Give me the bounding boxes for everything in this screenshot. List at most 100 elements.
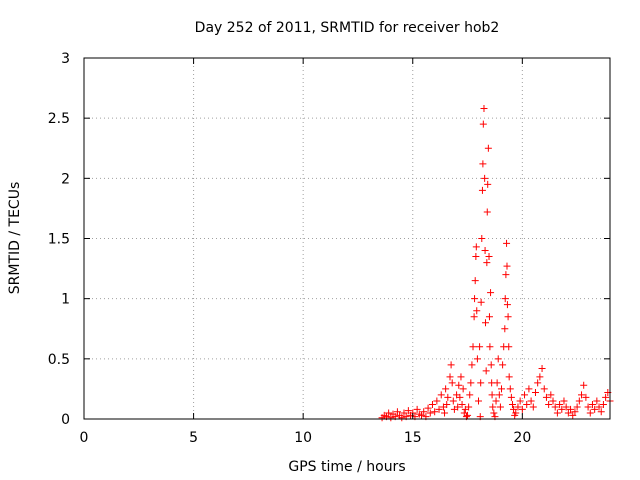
data-point: [478, 235, 486, 242]
data-point: [475, 397, 482, 405]
data-point: [477, 298, 485, 306]
data-point: [431, 408, 439, 416]
data-point: [490, 409, 498, 417]
data-point: [569, 411, 577, 419]
data-point: [469, 343, 477, 351]
data-point: [582, 393, 590, 401]
data-point: [428, 401, 436, 409]
x-tick-label: 10: [294, 430, 312, 446]
data-point: [516, 397, 524, 405]
data-points: [378, 105, 614, 422]
data-point: [473, 307, 481, 315]
data-point: [575, 397, 583, 405]
data-point: [505, 343, 513, 351]
data-point: [487, 289, 495, 297]
data-point: [584, 403, 592, 411]
data-point: [553, 409, 561, 417]
data-point: [571, 408, 579, 416]
data-point: [506, 385, 514, 393]
data-point: [501, 325, 509, 333]
tick-marks: 0 5 10 15 20 0 0.5 1 1.5 2 2.5 3: [48, 51, 610, 446]
data-point: [593, 397, 601, 405]
data-point: [495, 391, 503, 399]
data-point: [525, 385, 533, 393]
data-point: [472, 253, 480, 261]
data-point: [540, 385, 548, 393]
data-point: [481, 247, 489, 255]
data-point: [498, 385, 506, 393]
data-point: [478, 186, 486, 194]
data-point: [444, 393, 452, 401]
data-point: [455, 381, 463, 389]
axes: [83, 57, 611, 420]
y-tick-label: 2.5: [48, 111, 70, 127]
data-point: [465, 403, 473, 411]
data-point: [591, 405, 599, 413]
data-point: [493, 379, 501, 387]
data-point: [485, 313, 493, 321]
data-point: [473, 355, 481, 363]
data-point: [447, 361, 455, 369]
data-point: [476, 343, 484, 351]
data-point: [387, 414, 395, 422]
data-point: [567, 405, 575, 413]
data-point: [597, 408, 605, 416]
data-point: [529, 403, 537, 411]
data-point: [471, 295, 479, 303]
data-point: [578, 391, 586, 399]
x-tick-label: 20: [513, 430, 531, 446]
data-point: [507, 393, 515, 401]
data-point: [404, 407, 412, 415]
data-point: [426, 409, 434, 417]
data-point: [588, 401, 596, 409]
data-point: [477, 379, 485, 387]
data-point: [573, 403, 581, 411]
data-point: [580, 381, 588, 389]
x-tick-label: 15: [404, 430, 422, 446]
data-point: [418, 411, 426, 419]
chart-title: Day 252 of 2011, SRMTID for receiver hob…: [195, 20, 500, 36]
data-point: [471, 277, 479, 285]
data-point: [501, 295, 509, 303]
data-point: [518, 405, 526, 413]
data-point: [560, 397, 568, 405]
y-tick-label: 0: [61, 412, 70, 428]
data-point: [449, 397, 457, 405]
x-tick-label: 0: [80, 430, 89, 446]
data-point: [400, 409, 408, 417]
y-tick-label: 1: [61, 292, 70, 308]
data-point: [503, 301, 511, 309]
data-point: [413, 405, 421, 413]
data-point: [558, 405, 566, 413]
y-axis-label: SRMTID / TECUs: [7, 182, 23, 295]
data-point: [442, 385, 450, 393]
data-point: [457, 373, 465, 381]
data-point: [534, 379, 542, 387]
data-point: [586, 409, 594, 417]
data-point: [482, 319, 490, 327]
data-point: [531, 389, 539, 397]
data-point: [508, 401, 516, 409]
data-point: [564, 409, 572, 417]
data-point: [484, 180, 492, 188]
data-point: [448, 379, 456, 387]
data-point: [484, 144, 492, 152]
data-point: [454, 403, 462, 411]
data-point: [443, 401, 451, 409]
data-point: [481, 174, 489, 182]
data-point: [499, 361, 507, 369]
data-point: [420, 408, 428, 416]
data-point: [470, 313, 478, 321]
data-point: [503, 262, 511, 270]
data-point: [504, 313, 512, 321]
y-tick-label: 1.5: [48, 232, 70, 248]
data-point: [441, 409, 449, 417]
y-tick-label: 2: [61, 171, 70, 187]
data-point: [523, 401, 531, 409]
data-point: [496, 403, 504, 411]
x-tick-label: 5: [189, 430, 198, 446]
data-point: [510, 405, 518, 413]
data-point: [599, 401, 607, 409]
data-point: [479, 120, 487, 128]
data-point: [467, 379, 475, 387]
